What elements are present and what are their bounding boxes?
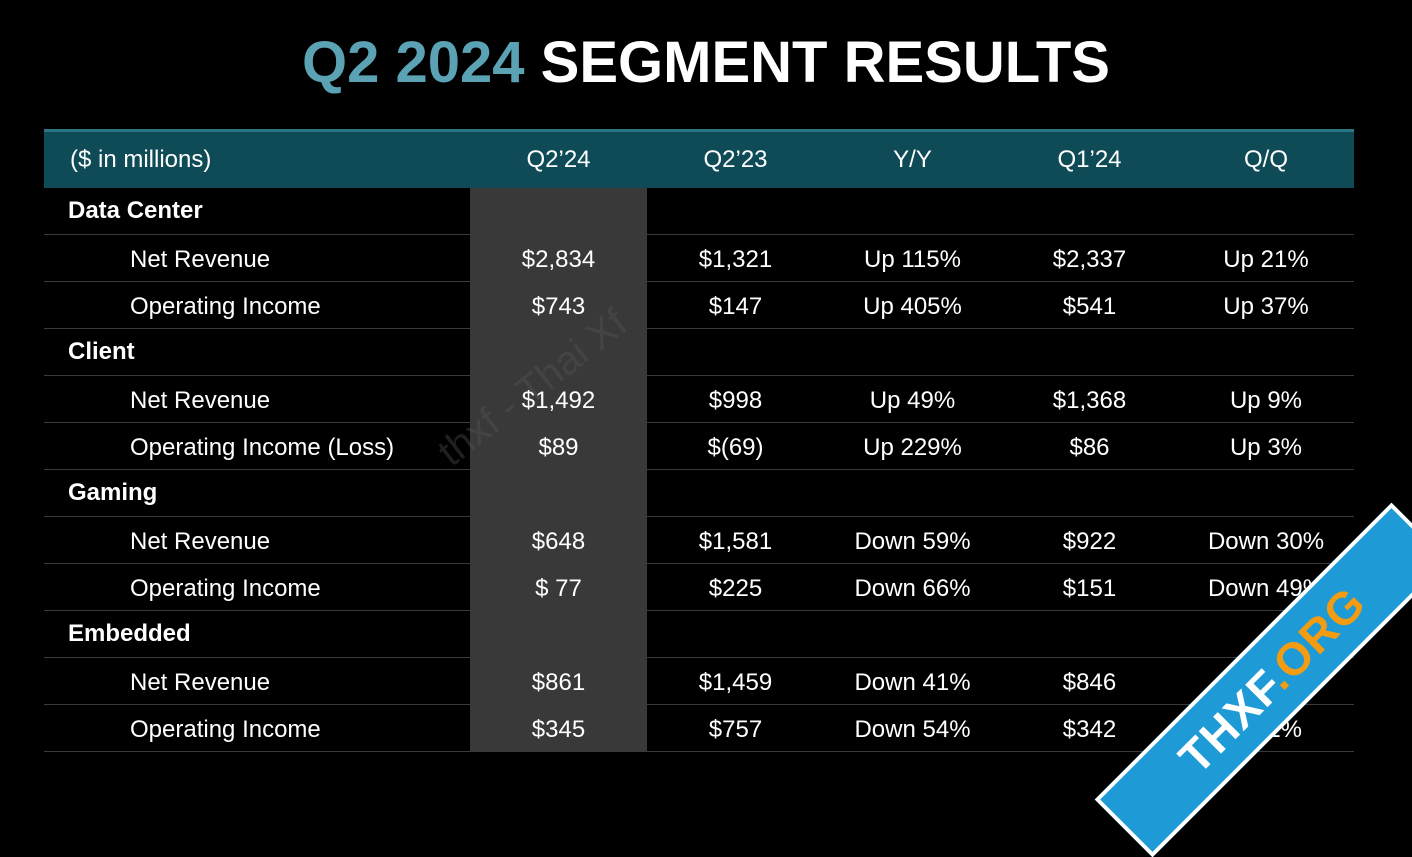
header-q124: Q1’24 (1057, 146, 1122, 173)
cell-q224: $2,834 (521, 246, 596, 273)
header-yy: Y/Y (893, 146, 932, 173)
header-q224: Q2’24 (526, 146, 591, 173)
cell-q224: $861 (531, 669, 586, 696)
cell-yy: Up 49% (869, 387, 956, 414)
table-row: Net Revenue $1,492 $998 Up 49% $1,368 Up… (44, 376, 1354, 423)
cell-q124: $342 (1062, 716, 1117, 743)
segment-row-data-center: Data Center (44, 188, 1354, 235)
cell-yy: Up 405% (863, 293, 962, 320)
cell-yy: Down 66% (854, 575, 971, 602)
cell-q223: $225 (708, 575, 763, 602)
cell-qq: Down 30% (1207, 528, 1325, 555)
title-rest: SEGMENT RESULTS (540, 30, 1110, 95)
cell-q224: $89 (538, 434, 579, 461)
cell-yy: Up 229% (863, 434, 962, 461)
table-row: Operating Income $ 77 $225 Down 66% $151… (44, 564, 1354, 611)
segment-row-gaming: Gaming (44, 470, 1354, 517)
cell-qq: Up 3% (1229, 434, 1303, 461)
cell-q223: $147 (708, 293, 763, 320)
segment-name: Client (68, 338, 135, 365)
segment-name: Embedded (68, 620, 191, 647)
cell-qq: Up 21% (1223, 246, 1309, 273)
cell-q223: $1,459 (698, 669, 773, 696)
cell-q224: $743 (531, 293, 586, 320)
cell-q224: $1,492 (521, 387, 596, 414)
segment-name: Data Center (68, 197, 203, 224)
cell-q124: $2,337 (1052, 246, 1127, 273)
cell-q223: $1,321 (698, 246, 773, 273)
row-label: Operating Income (130, 293, 321, 320)
row-label: Operating Income (Loss) (130, 434, 395, 461)
row-label: Net Revenue (130, 387, 271, 414)
table-header-row: ($ in millions) Q2’24 Q2’23 Y/Y Q1’24 Q/… (44, 129, 1354, 188)
table-row: Net Revenue $861 $1,459 Down 41% $846 Up… (44, 658, 1354, 705)
cell-q124: $1,368 (1052, 387, 1127, 414)
row-label: Operating Income (130, 716, 321, 743)
page-title: Q2 2024 SEGMENT RESULTS (0, 28, 1412, 98)
segment-row-embedded: Embedded (44, 611, 1354, 658)
row-label: Net Revenue (130, 246, 271, 273)
segment-name: Gaming (68, 479, 158, 506)
cell-qq: Up 9% (1229, 387, 1303, 414)
cell-q124: $541 (1062, 293, 1117, 320)
row-label: Operating Income (130, 575, 321, 602)
cell-q223: $1,581 (698, 528, 773, 555)
table-row: Operating Income (Loss) $89 $(69) Up 229… (44, 423, 1354, 470)
cell-yy: Up 115% (864, 246, 961, 273)
cell-q124: $151 (1062, 575, 1117, 602)
cell-q124: $86 (1069, 434, 1110, 461)
table-row: Net Revenue $648 $1,581 Down 59% $922 Do… (44, 517, 1354, 564)
cell-q224: $345 (531, 716, 586, 743)
table-row: Operating Income $743 $147 Up 405% $541 … (44, 282, 1354, 329)
segment-row-client: Client (44, 329, 1354, 376)
title-accent: Q2 2024 (302, 30, 525, 95)
cell-q124: $922 (1062, 528, 1117, 555)
row-label: Net Revenue (130, 528, 271, 555)
cell-qq: Up 37% (1223, 293, 1309, 320)
highlight-column-q224 (470, 188, 647, 752)
row-label: Net Revenue (130, 669, 271, 696)
table-row: Operating Income $345 $757 Down 54% $342… (44, 705, 1354, 752)
cell-yy: Down 54% (854, 716, 971, 743)
header-label: ($ in millions) (70, 146, 212, 173)
cell-q224: $ 77 (535, 575, 582, 602)
cell-q124: $846 (1062, 669, 1117, 696)
header-qq: Q/Q (1243, 146, 1288, 173)
cell-yy: Down 59% (854, 528, 971, 555)
cell-q223: $998 (708, 387, 763, 414)
table-row: Net Revenue $2,834 $1,321 Up 115% $2,337… (44, 235, 1354, 282)
cell-q224: $648 (531, 528, 586, 555)
cell-q223: $757 (708, 716, 763, 743)
cell-yy: Down 41% (854, 669, 971, 696)
segment-results-table: ($ in millions) Q2’24 Q2’23 Y/Y Q1’24 Q/… (44, 129, 1354, 752)
header-q223: Q2’23 (703, 146, 768, 173)
cell-q223: $(69) (707, 434, 764, 461)
